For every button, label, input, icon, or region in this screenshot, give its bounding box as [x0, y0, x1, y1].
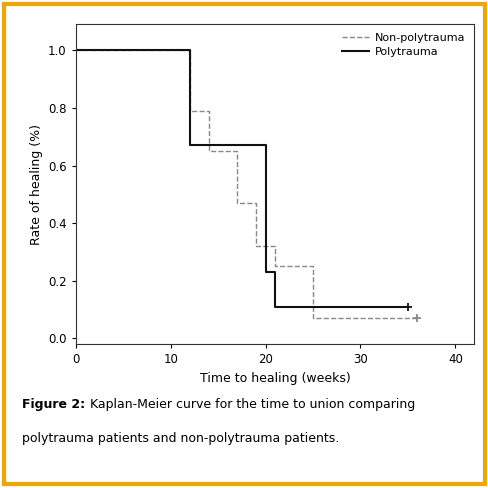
Non-polytrauma: [205, 148, 211, 154]
Polytrauma: [300, 304, 306, 309]
Y-axis label: Rate of healing (%): Rate of healing (%): [30, 124, 42, 244]
Polytrauma: [262, 269, 268, 275]
Polytrauma: [186, 47, 192, 53]
Non-polytrauma: [73, 47, 79, 53]
Legend: Non-polytrauma, Polytrauma: Non-polytrauma, Polytrauma: [338, 30, 468, 60]
Non-polytrauma: [186, 108, 192, 114]
Text: polytrauma patients and non-polytrauma patients.: polytrauma patients and non-polytrauma p…: [22, 432, 339, 445]
Non-polytrauma: [253, 243, 259, 249]
Non-polytrauma: [271, 264, 277, 269]
Polytrauma: [271, 304, 277, 309]
Non-polytrauma: [186, 47, 192, 53]
Text: Kaplan-Meier curve for the time to union comparing: Kaplan-Meier curve for the time to union…: [90, 398, 415, 411]
Non-polytrauma: [414, 315, 420, 321]
Polytrauma: [186, 142, 192, 148]
Non-polytrauma: [234, 148, 240, 154]
Non-polytrauma: [309, 264, 315, 269]
Polytrauma: [404, 304, 410, 309]
Non-polytrauma: [309, 315, 315, 321]
Polytrauma: [73, 47, 79, 53]
Non-polytrauma: [271, 243, 277, 249]
X-axis label: Time to healing (weeks): Time to healing (weeks): [199, 372, 350, 385]
Non-polytrauma: [253, 200, 259, 206]
Text: Figure 2:: Figure 2:: [22, 398, 85, 411]
Polytrauma: [300, 304, 306, 309]
Non-polytrauma: [234, 200, 240, 206]
Non-polytrauma: [205, 108, 211, 114]
Polytrauma: [271, 269, 277, 275]
Polytrauma: [262, 142, 268, 148]
Line: Polytrauma: Polytrauma: [76, 50, 407, 306]
Line: Non-polytrauma: Non-polytrauma: [76, 50, 417, 318]
